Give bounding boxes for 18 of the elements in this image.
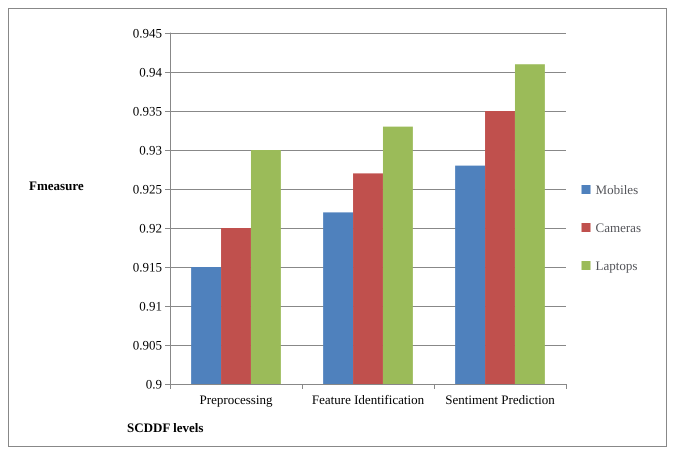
x-tick-label: Sentiment Prediction [445,392,556,407]
y-tick-label: 0.92 [139,220,162,236]
y-tick-label: 0.91 [139,298,162,314]
y-tick-label: 0.9 [146,376,162,392]
x-tick-label: Preprocessing [200,392,273,407]
y-tick-label: 0.915 [132,260,162,274]
y-tick-label: 0.905 [132,338,162,352]
legend-label: Cameras [596,220,642,235]
x-tick-label: Feature Identification [312,392,425,407]
legend-label: Mobiles [596,182,638,197]
y-tick-label: 0.93 [139,142,162,158]
x-axis-title: SCDDF levels [127,420,204,435]
y-tick-label: 0.945 [132,26,162,40]
y-tick-label: 0.935 [132,104,162,118]
y-tick-label: 0.925 [132,182,162,196]
legend-label: Laptops [596,258,638,273]
y-tick-label: 0.94 [139,64,162,80]
y-axis-title: Fmeasure [29,178,84,193]
